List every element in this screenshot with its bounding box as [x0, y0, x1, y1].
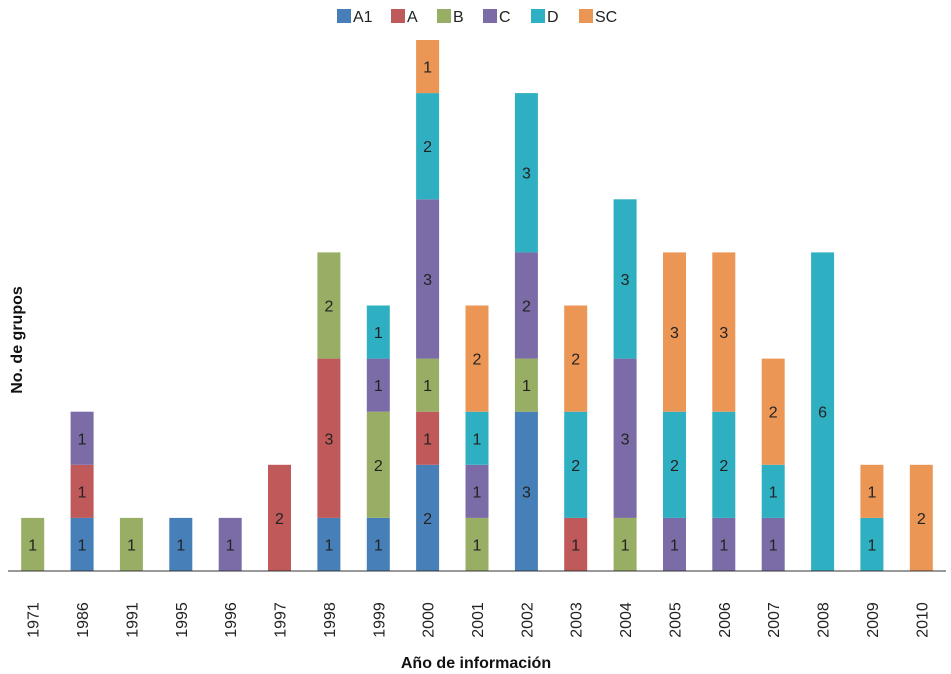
data-label-sc-2007: 2 — [769, 405, 778, 422]
data-label-d-1999: 1 — [374, 325, 383, 342]
legend-swatch-c — [483, 9, 497, 23]
data-label-b-1971: 1 — [28, 537, 37, 554]
legend-swatch-d — [531, 9, 545, 23]
data-label-c-2002: 2 — [522, 299, 531, 316]
x-tick-label-2003: 2003 — [569, 602, 586, 638]
data-label-b-2002: 1 — [522, 378, 531, 395]
data-label-b-1991: 1 — [127, 537, 136, 554]
legend-label-a: A — [407, 9, 418, 26]
data-label-b-2001: 1 — [473, 537, 482, 554]
data-label-a1-2000: 2 — [423, 511, 432, 528]
data-label-c-1996: 1 — [226, 537, 235, 554]
x-tick-label-1998: 1998 — [322, 602, 339, 638]
x-tick-label-2001: 2001 — [470, 602, 487, 638]
x-tick-labels: 1971 1986 1991 1995 1996 1997 1998 1999 2000 2001… — [26, 602, 932, 638]
x-axis-title: Año de información — [401, 655, 551, 672]
data-label-a1-1998: 1 — [324, 537, 333, 554]
legend-swatch-a1 — [337, 9, 351, 23]
data-label-c-1986: 1 — [78, 431, 87, 448]
data-label-sc-2000: 1 — [423, 60, 432, 77]
x-tick-label-1996: 1996 — [223, 602, 240, 638]
data-label-a1-1995: 1 — [176, 537, 185, 554]
x-tick-label-2000: 2000 — [421, 602, 438, 638]
x-tick-label-2008: 2008 — [816, 602, 833, 638]
data-label-a-1997: 2 — [275, 511, 284, 528]
data-label-d-2005: 2 — [670, 458, 679, 475]
x-tick-label-1995: 1995 — [174, 602, 191, 638]
data-label-d-2006: 2 — [719, 458, 728, 475]
data-label-d-2000: 2 — [423, 139, 432, 156]
data-label-d-2002: 3 — [522, 166, 531, 183]
data-label-c-2006: 1 — [719, 537, 728, 554]
y-axis-title: No. de grupos — [9, 286, 26, 394]
legend-label-d: D — [547, 9, 559, 26]
x-tick-label-2009: 2009 — [865, 602, 882, 638]
data-label-d-2003: 2 — [571, 458, 580, 475]
x-tick-label-2006: 2006 — [717, 602, 734, 638]
data-label-a1-2002: 3 — [522, 484, 531, 501]
data-label-b-1998: 2 — [324, 299, 333, 316]
x-tick-label-1986: 1986 — [75, 602, 92, 638]
data-label-d-2009: 1 — [867, 537, 876, 554]
data-label-c-2005: 1 — [670, 537, 679, 554]
data-label-d-2001: 1 — [473, 431, 482, 448]
data-label-c-2004: 3 — [621, 431, 630, 448]
data-label-sc-2010: 2 — [917, 511, 926, 528]
data-label-c-2001: 1 — [473, 484, 482, 501]
x-tick-label-2010: 2010 — [914, 602, 931, 638]
data-label-a-1998: 3 — [324, 431, 333, 448]
x-tick-label-1971: 1971 — [26, 602, 43, 638]
data-label-c-1999: 1 — [374, 378, 383, 395]
data-label-d-2004: 3 — [621, 272, 630, 289]
x-tick-label-2005: 2005 — [668, 602, 685, 638]
x-tick-label-2002: 2002 — [519, 602, 536, 638]
legend-swatch-b — [437, 9, 451, 23]
data-label-a1-1999: 1 — [374, 537, 383, 554]
data-label-d-2008: 6 — [818, 405, 827, 422]
legend-label-sc: SC — [595, 9, 617, 26]
legend-swatch-a — [391, 9, 405, 23]
x-tick-label-2004: 2004 — [618, 602, 635, 638]
x-tick-label-1997: 1997 — [273, 602, 290, 638]
x-tick-label-1991: 1991 — [124, 602, 141, 638]
data-label-sc-2005: 3 — [670, 325, 679, 342]
legend-swatch-sc — [579, 9, 593, 23]
data-label-a-2003: 1 — [571, 537, 580, 554]
data-label-b-2004: 1 — [621, 537, 630, 554]
legend-label-c: C — [499, 9, 511, 26]
data-label-c-2007: 1 — [769, 537, 778, 554]
data-label-sc-2009: 1 — [867, 484, 876, 501]
data-label-d-2007: 1 — [769, 484, 778, 501]
data-label-b-1999: 2 — [374, 458, 383, 475]
data-label-sc-2001: 2 — [473, 352, 482, 369]
legend: A1 A B C D SC — [337, 9, 617, 26]
data-label-sc-2003: 2 — [571, 352, 580, 369]
bars: 1 1 1 1 1 1 1 2 1 3 2 1 2 1 1 2 1 1 3 2 1 1 1 1 2 3 1 2 3 1 2 2 1 3 3 1 2 3 1 2… — [21, 40, 933, 571]
data-label-sc-2006: 3 — [719, 325, 728, 342]
x-tick-label-1999: 1999 — [371, 602, 388, 638]
data-label-a1-1986: 1 — [78, 537, 87, 554]
legend-label-a1: A1 — [353, 9, 373, 26]
x-tick-label-2007: 2007 — [766, 602, 783, 638]
data-label-b-2000: 1 — [423, 378, 432, 395]
data-label-a-1986: 1 — [78, 484, 87, 501]
legend-label-b: B — [453, 9, 464, 26]
data-label-a-2000: 1 — [423, 431, 432, 448]
data-label-c-2000: 3 — [423, 272, 432, 289]
